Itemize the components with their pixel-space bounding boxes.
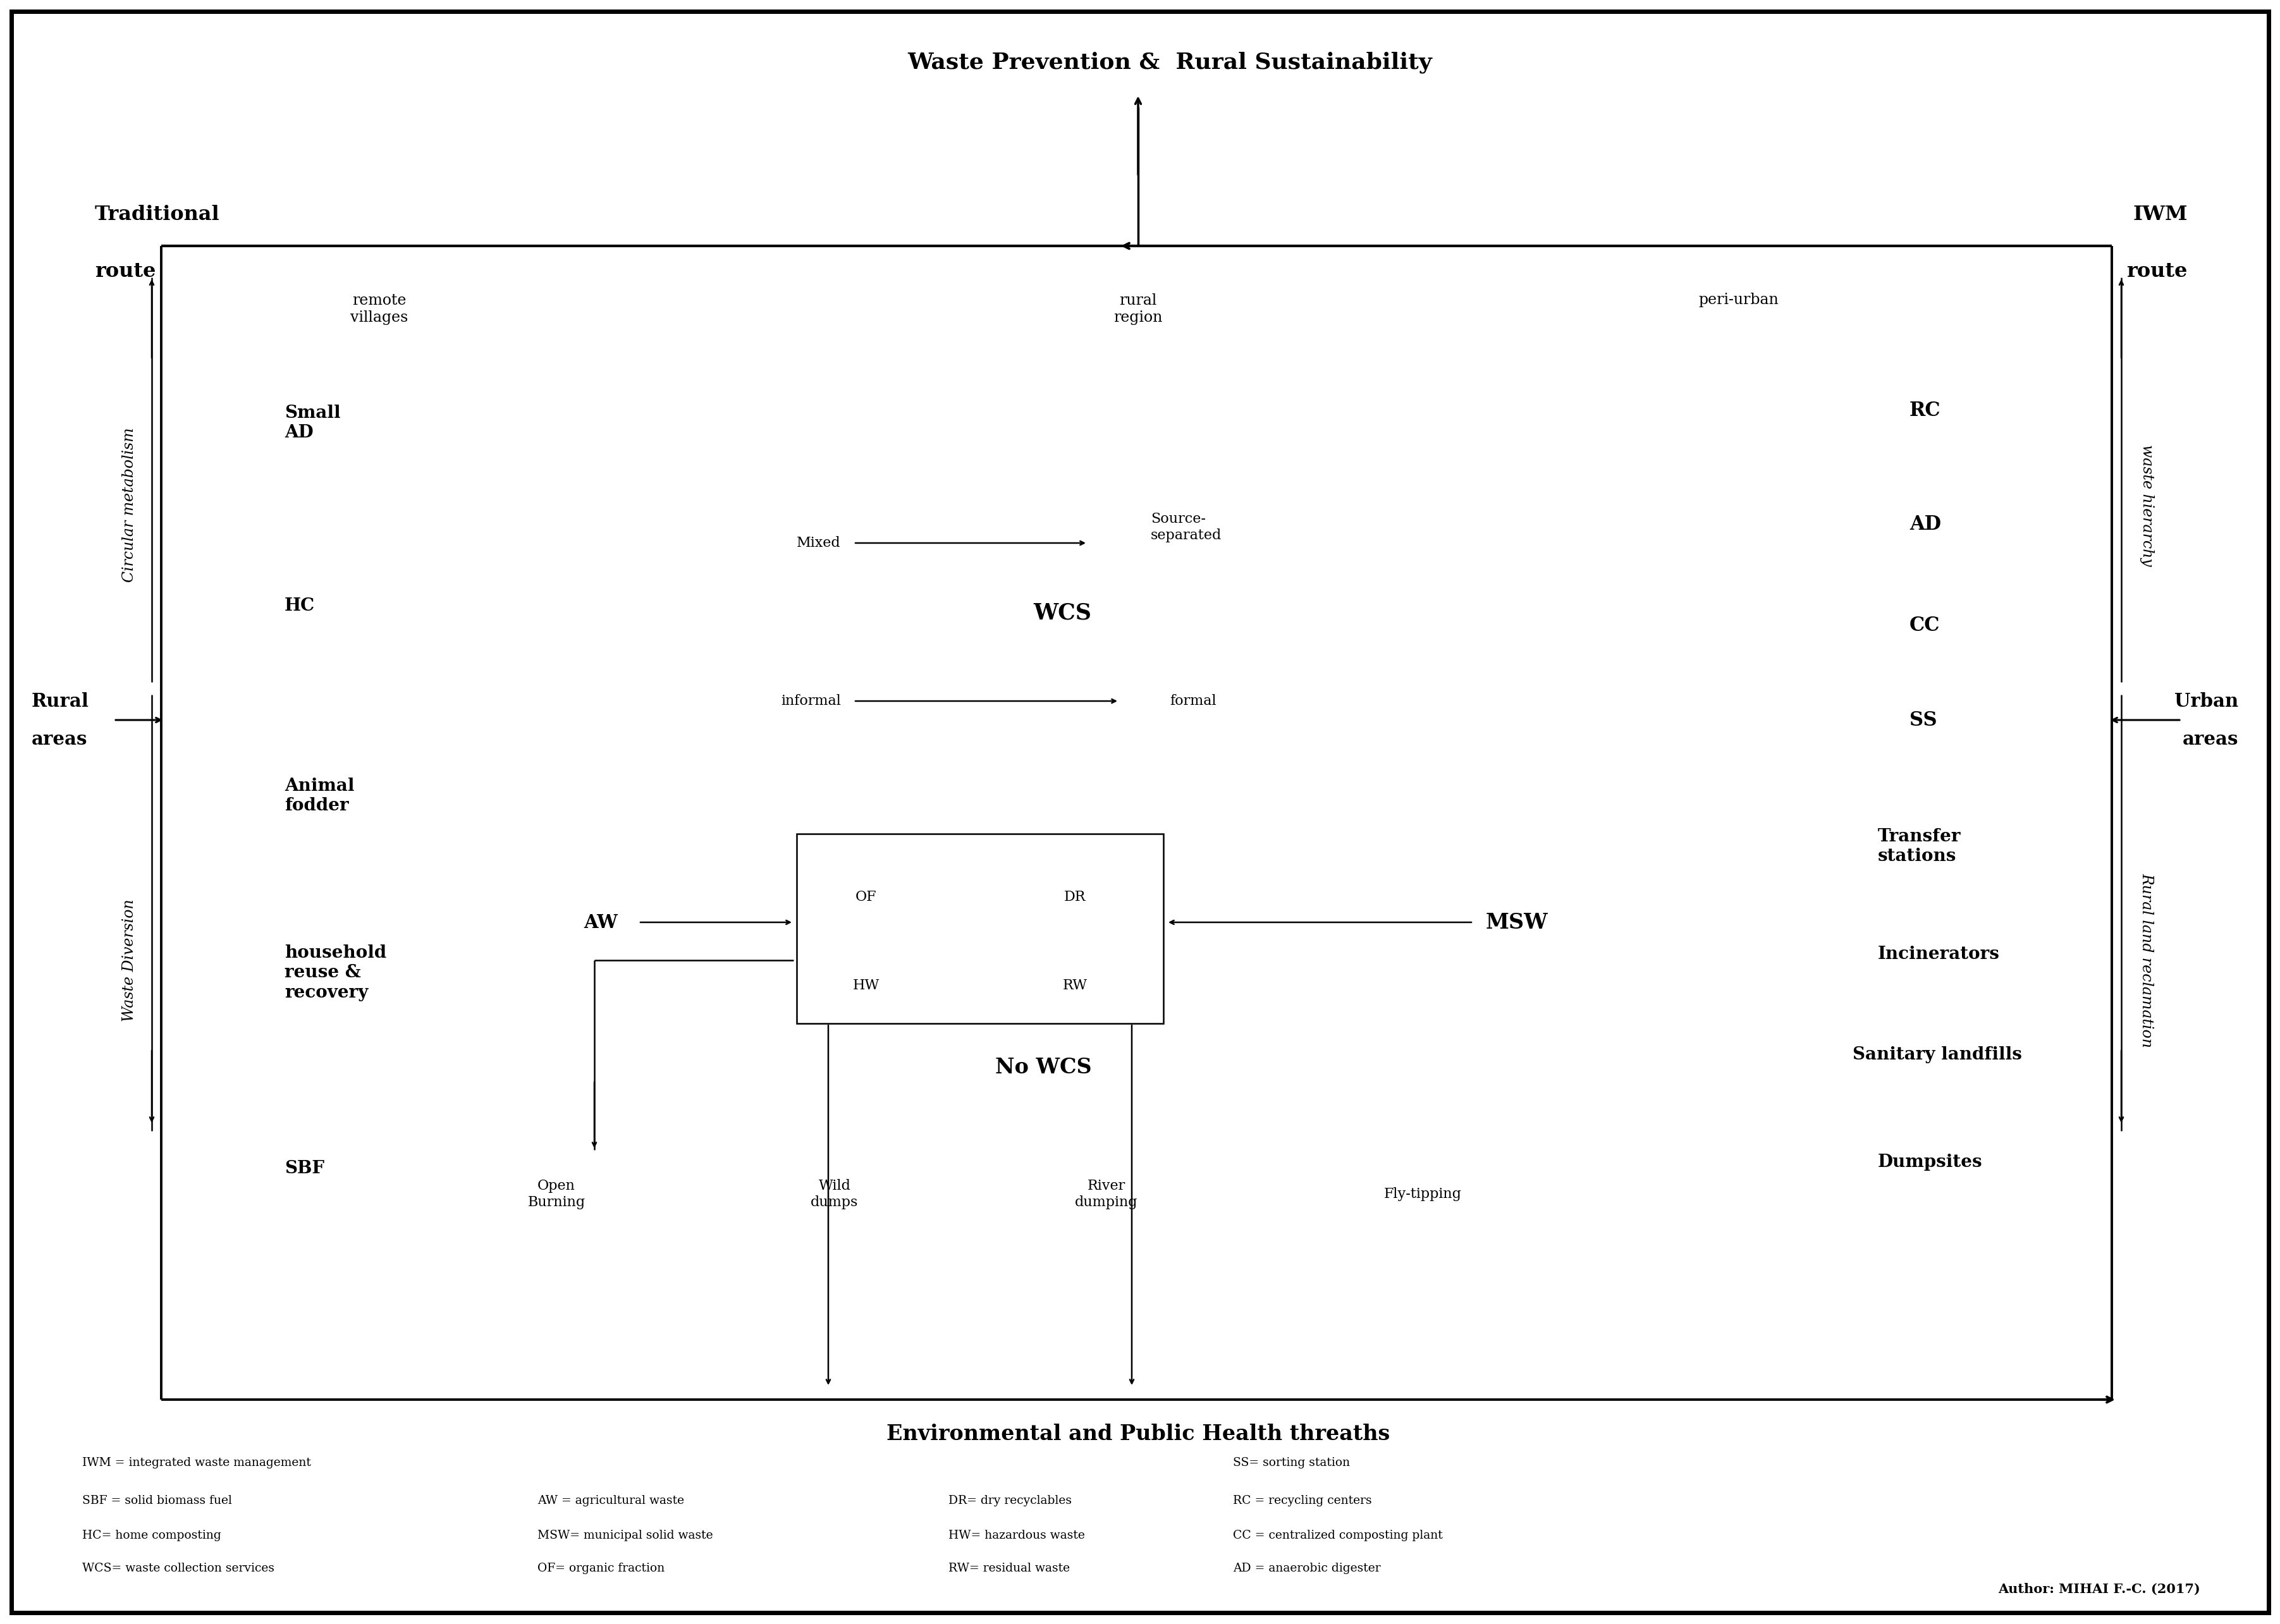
Text: areas: areas <box>32 729 87 749</box>
Text: Rural: Rural <box>32 692 89 710</box>
Text: MSW: MSW <box>1487 913 1548 932</box>
Text: DR= dry recyclables: DR= dry recyclables <box>948 1496 1072 1507</box>
Text: HC: HC <box>285 598 315 615</box>
Text: rural
region: rural region <box>1113 294 1163 325</box>
Text: Wild
dumps: Wild dumps <box>812 1179 860 1210</box>
Text: RC = recycling centers: RC = recycling centers <box>1233 1496 1373 1507</box>
Text: River
dumping: River dumping <box>1076 1179 1138 1210</box>
Bar <box>796 833 1163 1023</box>
Text: Transfer
stations: Transfer stations <box>1879 828 1961 866</box>
Text: Fly-tipping: Fly-tipping <box>1384 1187 1461 1202</box>
Text: HW: HW <box>853 979 880 992</box>
Text: Dumpsites: Dumpsites <box>1879 1155 1984 1171</box>
Text: CC: CC <box>1908 615 1940 635</box>
Text: Incinerators: Incinerators <box>1879 945 2000 963</box>
Text: informal: informal <box>782 693 841 708</box>
Text: SS= sorting station: SS= sorting station <box>1233 1457 1350 1468</box>
Text: RC: RC <box>1908 401 1940 421</box>
Text: Waste Diversion: Waste Diversion <box>123 900 137 1021</box>
Text: peri-urban: peri-urban <box>1699 292 1778 307</box>
Text: Animal
fodder: Animal fodder <box>285 778 353 814</box>
Text: Author: MIHAI F.-C. (2017): Author: MIHAI F.-C. (2017) <box>1997 1583 2200 1595</box>
Text: Circular metabolism: Circular metabolism <box>123 427 137 583</box>
Text: WCS= waste collection services: WCS= waste collection services <box>82 1562 274 1574</box>
Text: Source-
separated: Source- separated <box>1151 512 1222 542</box>
Text: Rural land reclamation: Rural land reclamation <box>2139 874 2155 1047</box>
Text: IWM = integrated waste management: IWM = integrated waste management <box>82 1457 310 1468</box>
Text: OF= organic fraction: OF= organic fraction <box>538 1562 666 1574</box>
Text: IWM: IWM <box>2134 205 2189 224</box>
Text: SBF = solid biomass fuel: SBF = solid biomass fuel <box>82 1496 233 1507</box>
Text: WCS: WCS <box>1033 603 1092 624</box>
Text: AW: AW <box>584 913 618 932</box>
Text: SBF: SBF <box>285 1160 324 1177</box>
Text: DR: DR <box>1065 890 1085 905</box>
Text: remote
villages: remote villages <box>351 294 408 325</box>
Text: RW= residual waste: RW= residual waste <box>948 1562 1069 1574</box>
Text: HC= home composting: HC= home composting <box>82 1530 221 1541</box>
Text: formal: formal <box>1170 693 1215 708</box>
Text: Open
Burning: Open Burning <box>527 1179 586 1210</box>
Text: Environmental and Public Health threaths: Environmental and Public Health threaths <box>887 1424 1391 1445</box>
Text: Small
AD: Small AD <box>285 404 340 442</box>
Text: OF: OF <box>855 890 878 905</box>
Text: MSW= municipal solid waste: MSW= municipal solid waste <box>538 1530 714 1541</box>
Text: No WCS: No WCS <box>994 1057 1092 1078</box>
Text: Urban: Urban <box>2175 692 2239 710</box>
Text: AD: AD <box>1908 515 1940 534</box>
Text: Traditional: Traditional <box>96 205 219 224</box>
Text: route: route <box>96 261 155 281</box>
Text: Sanitary landfills: Sanitary landfills <box>1854 1046 2022 1064</box>
Text: SS: SS <box>1908 710 1938 729</box>
Text: areas: areas <box>2182 729 2239 749</box>
Text: AW = agricultural waste: AW = agricultural waste <box>538 1496 684 1507</box>
Text: RW: RW <box>1062 979 1088 992</box>
Text: Waste Prevention &  Rural Sustainability: Waste Prevention & Rural Sustainability <box>907 52 1432 73</box>
Text: waste hierarchy: waste hierarchy <box>2139 445 2155 567</box>
Text: Mixed: Mixed <box>796 536 841 551</box>
Text: AD = anaerobic digester: AD = anaerobic digester <box>1233 1562 1382 1574</box>
Text: route: route <box>2127 261 2189 281</box>
Text: household
reuse &
recovery: household reuse & recovery <box>285 945 388 1000</box>
Text: HW= hazardous waste: HW= hazardous waste <box>948 1530 1085 1541</box>
Text: CC = centralized composting plant: CC = centralized composting plant <box>1233 1530 1443 1541</box>
